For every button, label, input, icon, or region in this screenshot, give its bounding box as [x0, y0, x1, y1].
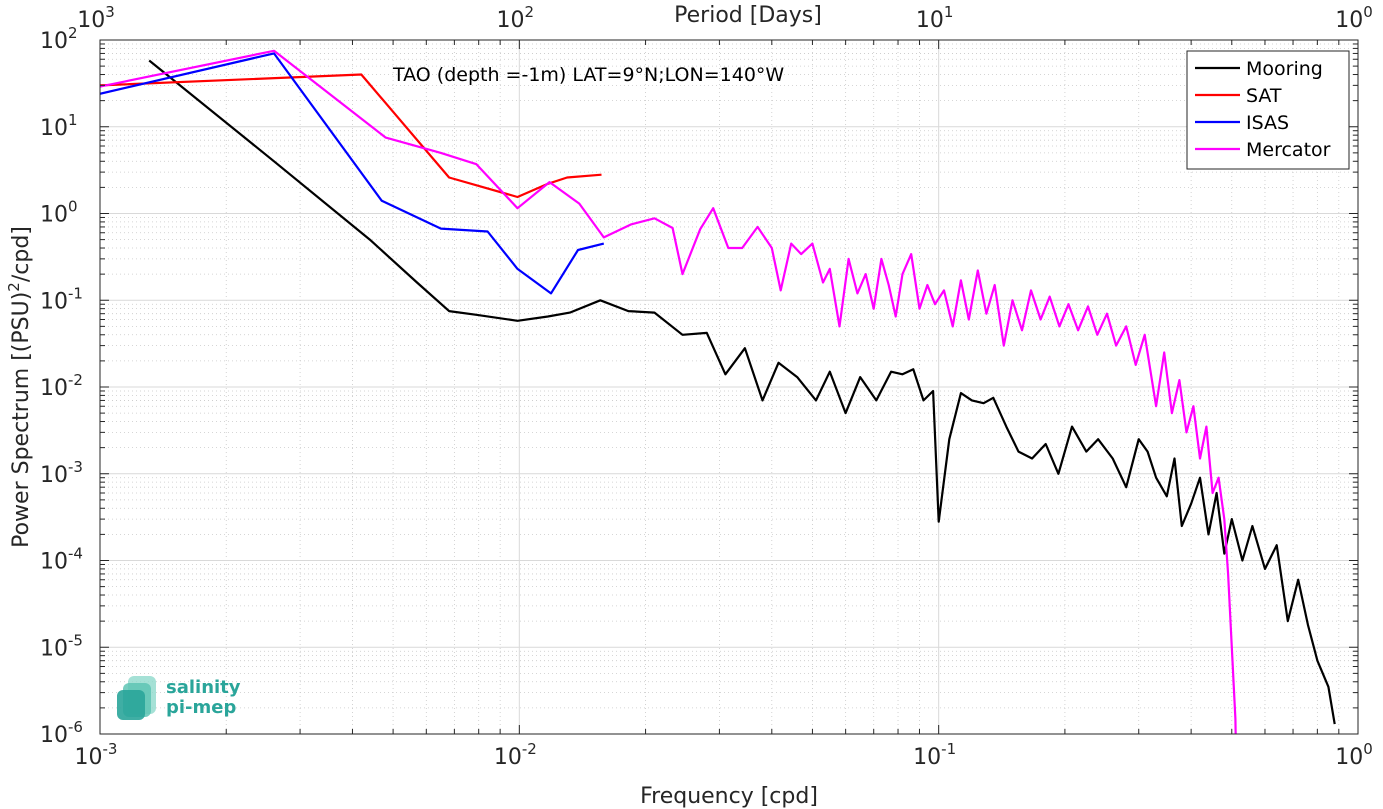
top-tick-label: 103 — [77, 3, 115, 33]
x-tick-label-exp: 0 — [1363, 740, 1373, 758]
y-tick-label: 100 — [40, 198, 78, 228]
y-tick-label-base: 10 — [40, 550, 68, 575]
y-tick-label-base: 10 — [40, 463, 68, 488]
series-line-sat — [100, 73, 602, 199]
y-tick-label: 10-2 — [40, 371, 83, 401]
y-tick-label: 10-5 — [40, 631, 83, 661]
y-axis-title-main: Power Spectrum [(PSU) — [9, 292, 34, 548]
x-tick-label-base: 10 — [1335, 745, 1363, 770]
series-layer — [100, 49, 1336, 734]
y-tick-label-exp: 0 — [68, 198, 78, 216]
x-tick-label-exp: -2 — [522, 740, 537, 758]
series-line-mercator — [100, 49, 1237, 734]
top-tick-label: 101 — [916, 3, 954, 33]
y-tick-label: 102 — [40, 24, 78, 54]
x-tick-label-base: 10 — [75, 745, 103, 770]
top-tick-label: 102 — [497, 3, 535, 33]
series-line-isas — [100, 52, 605, 295]
salinity-pi-mep-logo: salinity pi-mep — [117, 676, 241, 720]
top-tick-label-exp: 1 — [944, 3, 954, 21]
y-axis-title: Power Spectrum [(PSU)2/cpd] — [5, 226, 34, 548]
y-tick-label-base: 10 — [40, 116, 68, 141]
y-tick-label: 101 — [40, 111, 78, 141]
y-tick-label-exp: -6 — [68, 718, 83, 736]
y-tick-label-exp: -4 — [68, 545, 83, 563]
tick-marks — [99, 39, 1359, 735]
x-tick-label: 10-3 — [75, 740, 118, 770]
top-tick-label-base: 10 — [916, 8, 944, 33]
y-tick-label: 10-1 — [40, 284, 83, 314]
top-tick-label-base: 10 — [1335, 8, 1363, 33]
legend-label-mooring: Mooring — [1246, 58, 1323, 80]
series-line-mooring — [148, 59, 1336, 725]
y-tick-label: 10-4 — [40, 545, 83, 575]
x-tick-label-exp: -3 — [103, 740, 118, 758]
chart-annotation: TAO (depth =-1m) LAT=9°N;LON=140°W — [392, 64, 784, 86]
x-tick-label: 100 — [1335, 740, 1373, 770]
legend-label-sat: SAT — [1246, 85, 1282, 107]
legend-label-isas: ISAS — [1246, 112, 1289, 134]
y-tick-label: 10-3 — [40, 458, 83, 488]
top-tick-label: 100 — [1335, 3, 1373, 33]
top-tick-label-exp: 2 — [525, 3, 535, 21]
y-tick-label-exp: 1 — [68, 111, 78, 129]
x-axis-title: Frequency [cpd] — [640, 784, 818, 809]
y-tick-label-exp: -1 — [68, 284, 83, 302]
x-tick-label-base: 10 — [913, 745, 941, 770]
y-tick-label-exp: -2 — [68, 371, 83, 389]
legend: Mooring SAT ISAS Mercator — [1186, 50, 1350, 170]
top-tick-label-base: 10 — [497, 8, 525, 33]
top-tick-label-base: 10 — [77, 8, 105, 33]
logo-wave-front — [117, 690, 145, 720]
y-tick-label-base: 10 — [40, 203, 68, 228]
x-tick-label-exp: -1 — [941, 740, 956, 758]
y-tick-label-base: 10 — [40, 29, 68, 54]
top-tick-label-exp: 3 — [105, 3, 115, 21]
x-tick-label: 10-2 — [494, 740, 537, 770]
x-tick-label-base: 10 — [494, 745, 522, 770]
legend-label-mercator: Mercator — [1246, 139, 1331, 161]
logo-line2: pi-mep — [166, 697, 236, 718]
top-axis-title: Period [Days] — [674, 3, 822, 28]
y-tick-label-base: 10 — [40, 289, 68, 314]
y-tick-label-exp: -3 — [68, 458, 83, 476]
y-axis-title-sup: 2 — [5, 282, 23, 292]
y-tick-label-base: 10 — [40, 636, 68, 661]
y-axis-title-tail: /cpd] — [9, 226, 34, 282]
y-tick-label-base: 10 — [40, 376, 68, 401]
y-tick-label-base: 10 — [40, 723, 68, 748]
y-tick-label-exp: 2 — [68, 24, 78, 42]
y-tick-label-exp: -5 — [68, 631, 83, 649]
minor-grid — [100, 40, 1358, 734]
x-tick-label: 10-1 — [913, 740, 956, 770]
y-tick-label: 10-6 — [40, 718, 83, 748]
top-tick-label-exp: 0 — [1363, 3, 1373, 21]
logo-line1: salinity — [166, 677, 241, 698]
